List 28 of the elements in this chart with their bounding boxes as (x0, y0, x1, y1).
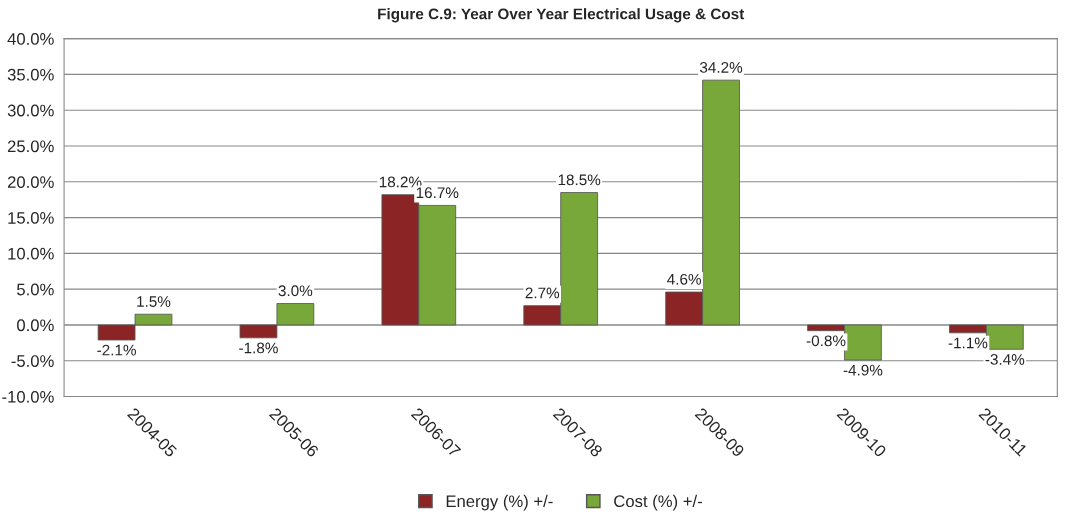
y-tick-label: 5.0% (17, 283, 54, 296)
data-label: -1.8% (239, 342, 278, 354)
y-tick-label: 25.0% (7, 140, 54, 153)
y-tick-label: 35.0% (7, 68, 54, 81)
data-label: 18.2% (379, 176, 422, 188)
data-label: 3.0% (278, 285, 313, 297)
y-tick-label: 40.0% (7, 33, 54, 45)
y-tick-label: 10.0% (8, 247, 54, 260)
data-label: 1.5% (137, 296, 171, 307)
data-label: -2.1% (97, 344, 136, 356)
data-label: 18.5% (558, 174, 601, 186)
data-label: 4.6% (667, 273, 702, 285)
y-tick-label: -10.0% (2, 390, 54, 403)
data-label: -0.8% (806, 335, 846, 347)
legend-label: Energy (%) +/- (446, 494, 553, 511)
y-tick-label: 15.0% (8, 211, 54, 224)
data-label: -1.1% (948, 337, 988, 349)
data-label: 2.7% (525, 287, 560, 299)
data-label: 34.2% (699, 62, 743, 73)
data-label: -3.4% (985, 354, 1025, 365)
y-tick-label: 0.0% (17, 319, 54, 332)
data-label: 16.7% (416, 187, 459, 199)
data-label: -4.9% (843, 364, 883, 376)
chart-title: Figure C.9: Year Over Year Electrical Usage & Cost (378, 8, 745, 23)
y-tick-label: 20.0% (7, 176, 54, 188)
legend-label: Cost (%) +/- (614, 494, 702, 511)
y-tick-label: -5.0% (11, 355, 54, 367)
y-tick-label: 30.0% (7, 104, 54, 117)
